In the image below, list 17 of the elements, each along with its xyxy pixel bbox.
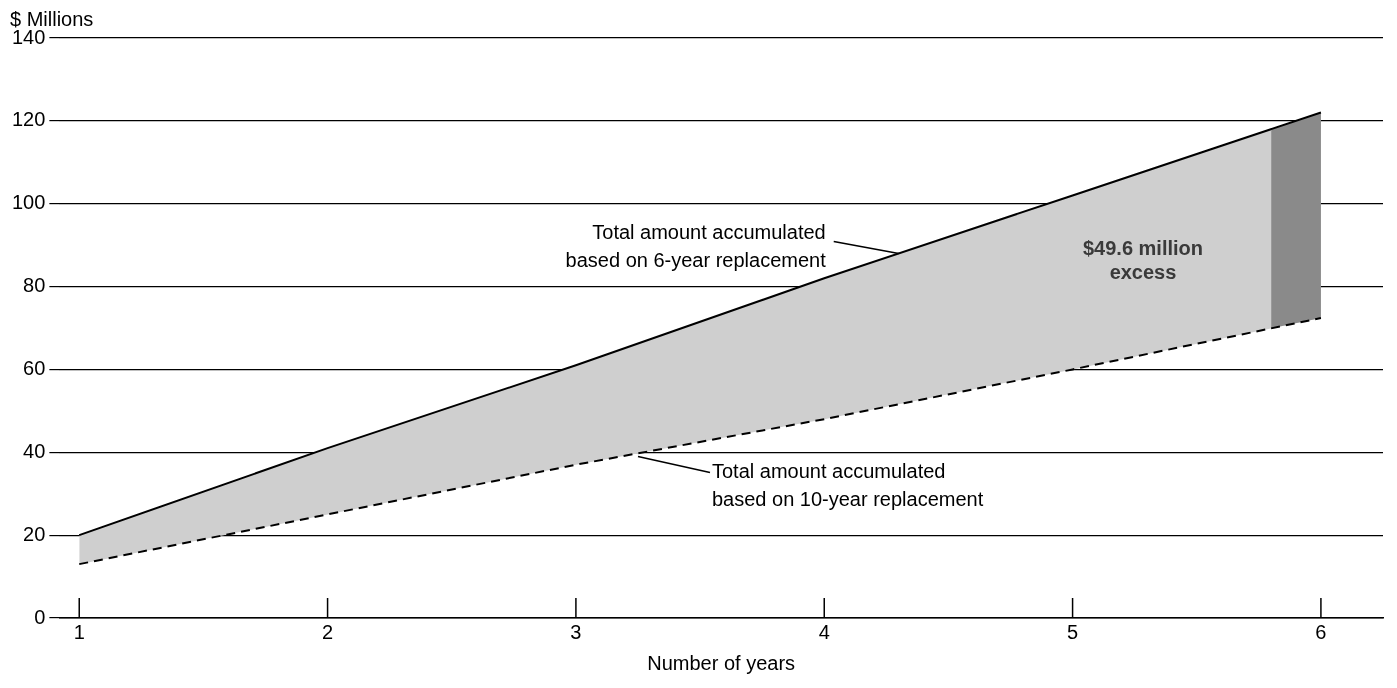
y-tick-label: 60 [23,356,46,379]
annotation: $49.6 million excess [1082,236,1204,283]
x-tick-label: 2 [322,620,334,643]
x-tick-label: 4 [818,620,830,643]
x-tick-label: 5 [1067,620,1079,643]
y-tick-label: 0 [34,605,46,628]
x-tick-label: 6 [1315,620,1327,643]
y-tick-label: 100 [11,191,46,214]
y-tick-label: 20 [23,522,46,545]
x-tick-label: 3 [570,620,582,643]
annotation: Total amount accumulated based on 6-year replacement [565,220,827,271]
annotation: Total amount accumulated based on 10-year replacement [711,459,984,510]
y-tick-label: 40 [23,439,46,462]
y-tick-label: 80 [23,274,46,297]
y-tick-label: 120 [11,108,46,131]
x-axis-title: Number of years [647,651,796,674]
x-tick-label: 1 [73,620,85,643]
